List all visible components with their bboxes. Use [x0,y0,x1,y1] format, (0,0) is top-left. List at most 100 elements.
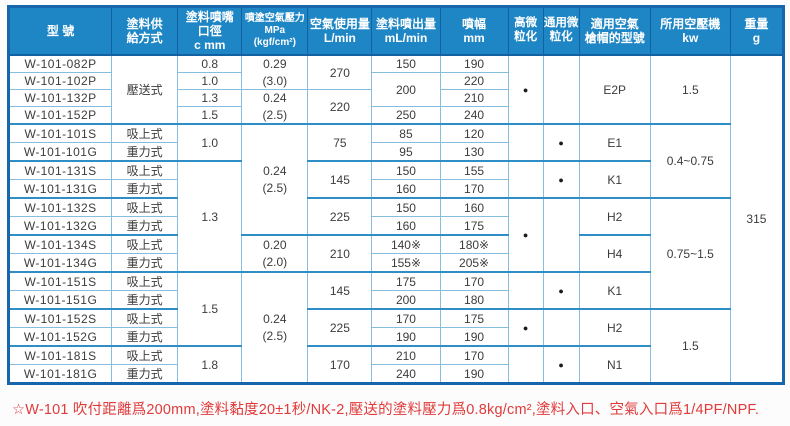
cell-supply: 吸上式 [111,234,179,254]
table-row: W-101-101G 重力式 95 130 [7,142,784,162]
cell-cap: E1 [578,123,651,162]
cell-supply: 吸上式 [111,197,179,217]
header-line: 空氣使用量 [309,16,370,31]
header-line: 粒化 [549,31,573,43]
spec-table: 型 號塗料供 給方式 塗料噴嘴 口徑 c mm 噴塗空氣壓力 MPa (kgf/cm²) 空氣… [7,5,785,385]
cell-high [507,271,544,310]
cell-output: 190 [371,327,441,347]
cell-output: 160 [371,179,441,199]
cell-width: 130 [439,142,509,162]
table-row: W-101-102P 1.0 200 220 [7,72,784,107]
cell-model: W-101-181S [7,345,113,365]
atomization-dot-icon: ● [507,308,544,347]
col-header-pressure: 噴塗空氣壓力 MPa (kgf/cm²) [241,6,309,56]
cell-air: 145 [307,160,373,199]
col-header-output: 塗料噴出量 mL/min [371,6,441,56]
cell-output: 200 [371,72,441,107]
table-body: W-101-082P 壓送式 0.8 0.29 (3.0) 270 150 190 ● E2P 1… [7,54,785,384]
cell-supply: 壓送式 [111,54,179,125]
cell-air: 145 [307,271,373,310]
header-line: 塗料噴嘴 [185,9,234,24]
cell-weight: 315 [729,54,785,384]
table-row: W-101-132P 1.3 0.24 (2.5) 220 210 [7,89,784,125]
table-row: W-101-082P 壓送式 0.8 0.29 (3.0) 270 150 190 ● E2P 1… [7,54,785,384]
col-header-nozzle: 塗料噴嘴 口徑 c mm [177,6,243,56]
cell-air: 270 [307,54,373,90]
cell-supply: 吸上式 [111,123,179,143]
cell-model: W-101-131S [7,160,113,180]
cell-width: 175 [439,216,509,236]
cell-model: W-101-134S [7,234,113,254]
cell-air: 220 [307,89,373,125]
header-line: 噴幅 [462,16,487,31]
cell-output: 210 [371,345,441,365]
cell-output: 250 [371,106,441,125]
cell-model: W-101-132S [7,197,113,217]
footnote: ☆W-101 吹付距離爲200mm,塗料黏度20±1秒/NK-2,壓送的塗料壓力… [12,402,760,418]
cell-supply: 吸上式 [111,308,179,328]
atomization-dot-icon: ● [542,160,580,199]
atomization-dot-icon: ● [542,345,580,384]
atomization-dot-icon: ● [507,54,544,125]
cell-output: 175 [371,271,441,291]
cell-supply: 重力式 [111,364,179,384]
header-line: MPa (kgf/cm²) [253,25,296,48]
cell-width: 240 [439,106,509,125]
header-line: 高微 [514,17,538,30]
cell-width: 220 [439,72,509,90]
table-header: 型 號塗料供 給方式 塗料噴嘴 口徑 c mm 噴塗空氣壓力 MPa (kgf/cm²) 空氣… [7,6,785,56]
cell-output: 150 [371,197,441,217]
cell-pressure: 0.24 (2.5) [241,89,309,125]
cell-air: 170 [307,345,373,384]
cell-width: 180※ [439,234,509,254]
table-row: W-101-151S 吸上式 1.5 0.24 (2.5) 145 175 170 ● K1 [7,271,784,384]
cell-output: 170 [371,308,441,328]
cell-model: W-101-102P [7,72,113,90]
cell-cap: N1 [578,345,651,384]
header-line: 給方式 [126,31,163,45]
cell-model: W-101-151S [7,271,113,291]
table-row: W-101-152P 1.5 250 240 [7,106,784,125]
header-line: mL/min [384,31,428,45]
cell-model: W-101-101G [7,142,113,162]
cell-output: 150 [371,54,441,73]
atomization-dot-icon: ● [542,123,580,162]
cell-nozzle: 1.0 [177,72,243,90]
cell-width: 210 [439,89,509,107]
col-header-high: 高微 粒化 [507,6,544,56]
col-header-weight: 重量 g [729,6,785,56]
cell-pressure: 0.29 (3.0) [241,54,309,90]
cell-high [507,123,544,162]
header-line: L/min [323,31,356,45]
col-header-general: 通用微 粒化 [542,6,580,56]
cell-model: W-101-152G [7,327,113,347]
cell-supply: 重力式 [111,216,179,236]
cell-pressure: 0.24 (2.5) [241,271,309,384]
cell-nozzle: 1.3 [177,89,243,107]
cell-high [507,345,544,384]
cell-width: 155 [439,160,509,180]
cell-width: 170 [439,271,509,291]
header-line: 粒化 [514,31,538,43]
table-row: W-101-152S 吸上式 225 170 175 ● H2 1.5 [7,308,784,384]
cell-cap: K1 [578,271,651,310]
cell-width: 120 [439,123,509,143]
cell-cap: H2 [578,197,651,236]
cell-output: 85 [371,123,441,143]
cell-pressure: 0.24 (2.5) [241,123,309,236]
cell-width: 190 [439,54,509,73]
cell-nozzle: 1.5 [177,271,243,347]
cell-air: 75 [307,123,373,162]
cell-supply: 吸上式 [111,271,179,291]
header-line: g [752,31,761,45]
cell-output: 140※ [371,234,441,254]
cell-supply: 重力式 [111,253,179,273]
atomization-dot-icon: ● [542,271,580,310]
table-row: W-101-131S 吸上式 1.3 145 150 155 ● K1 [7,160,784,273]
cell-output: 95 [371,142,441,162]
cell-nozzle: 1.5 [177,106,243,125]
table-row: W-101-181G 重力式 240 190 [7,364,784,384]
cell-width: 175 [439,308,509,328]
cell-air: 210 [307,234,373,273]
